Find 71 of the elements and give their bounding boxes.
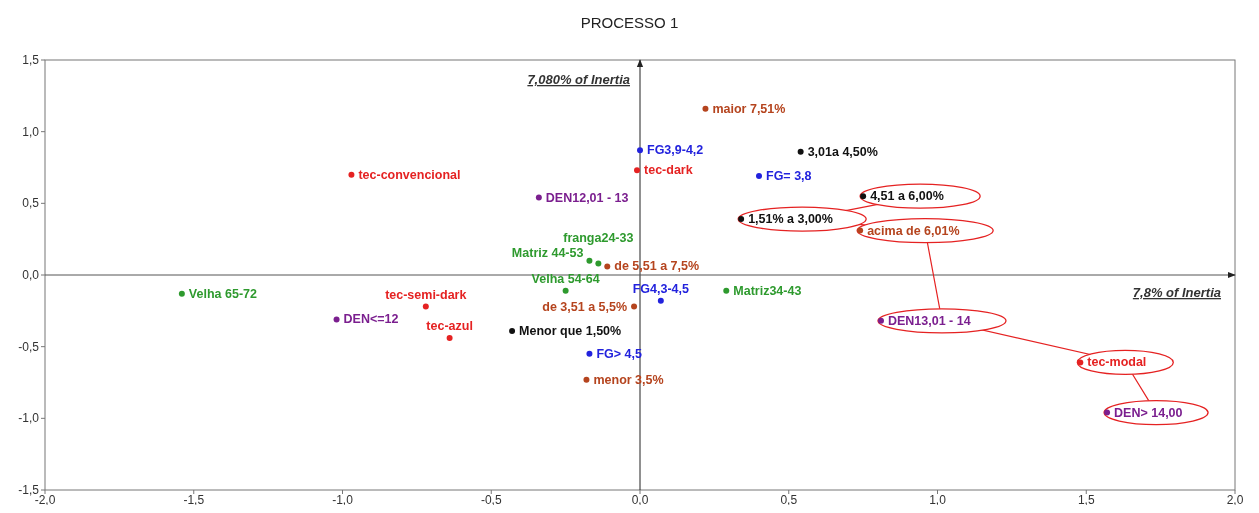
point — [333, 316, 340, 323]
x-tick-label: 2,0 — [1226, 493, 1244, 507]
series-label: FG4,3-4,5 — [632, 281, 690, 296]
point — [877, 317, 884, 324]
y-tick-label: 1,5 — [22, 53, 40, 67]
series-label: Velha 65-72 — [188, 286, 257, 301]
series-label: Velha 54-64 — [531, 271, 600, 286]
point — [657, 297, 664, 304]
series-label: DEN<=12 — [343, 312, 399, 327]
point — [738, 216, 745, 223]
point — [348, 171, 355, 178]
series-label: 4,51 a 6,00% — [870, 189, 944, 204]
point — [422, 303, 429, 310]
point — [562, 287, 569, 294]
series-label: tec-dark — [644, 163, 693, 178]
series-label: DEN12,01 - 13 — [545, 190, 629, 205]
series-label: Menor que 1,50% — [519, 323, 622, 338]
point — [702, 105, 709, 112]
x-axis-title: 7,8% of Inertia — [1132, 285, 1221, 300]
series-label: Matriz34-43 — [733, 283, 802, 298]
series-label: menor 3,5% — [593, 372, 664, 387]
point — [1077, 359, 1084, 366]
series-label: de 3,51 a 5,5% — [542, 299, 628, 314]
x-tick-label: 1,5 — [1077, 493, 1095, 507]
point — [586, 350, 593, 357]
series-label: de 5,51 a 7,5% — [614, 259, 700, 274]
series-label: tec-semi-dark — [385, 287, 467, 302]
series-label: DEN> 14,00 — [1114, 405, 1183, 420]
point — [860, 193, 867, 200]
series-label: acima de 6,01% — [867, 223, 960, 238]
point — [634, 167, 641, 174]
x-tick-label: 0,5 — [780, 493, 798, 507]
series-label: FG3,9-4,2 — [647, 143, 704, 158]
point — [857, 227, 864, 234]
point — [1104, 409, 1111, 416]
series-label: tec-modal — [1087, 355, 1147, 370]
x-tick-label: -0,5 — [480, 493, 502, 507]
point — [446, 335, 453, 342]
point — [509, 327, 516, 334]
series-label: FG> 4,5 — [596, 346, 642, 361]
point — [637, 147, 643, 154]
point — [797, 148, 804, 155]
y-tick-label: 0,5 — [22, 196, 40, 211]
series-label: 3,01a 4,50% — [807, 144, 878, 159]
y-tick-label: -1,0 — [18, 411, 40, 426]
point — [756, 173, 762, 180]
y-tick-label: 0,0 — [22, 268, 40, 282]
point — [595, 260, 602, 267]
x-tick-label: 1,0 — [929, 493, 947, 507]
series-label: Matriz 44-53 — [511, 245, 584, 260]
chart-title: PROCESSO 1 — [580, 14, 679, 31]
point — [583, 376, 590, 383]
series-label: DEN13,01 - 14 — [887, 313, 971, 328]
point — [723, 287, 730, 294]
series-label: maior 7,51% — [712, 101, 786, 116]
y-tick-label: -0,5 — [18, 339, 40, 354]
point — [586, 257, 593, 264]
point — [631, 303, 638, 310]
x-tick-label: 0,0 — [631, 493, 649, 507]
y-tick-label: 1,0 — [22, 124, 40, 139]
point — [178, 290, 185, 297]
point — [535, 194, 542, 201]
series-label: tec-convencional — [358, 167, 461, 182]
y-axis-title: 7,080% of Inertia — [527, 72, 630, 87]
series-label: FG= 3,8 — [766, 169, 812, 184]
x-tick-label: -1,0 — [332, 493, 354, 507]
series-label: 1,51% a 3,00% — [748, 212, 833, 227]
series-label: tec-azul — [426, 319, 473, 334]
series-label: franga24-33 — [563, 230, 634, 245]
point — [604, 263, 611, 270]
x-tick-label: -1,5 — [183, 493, 205, 507]
